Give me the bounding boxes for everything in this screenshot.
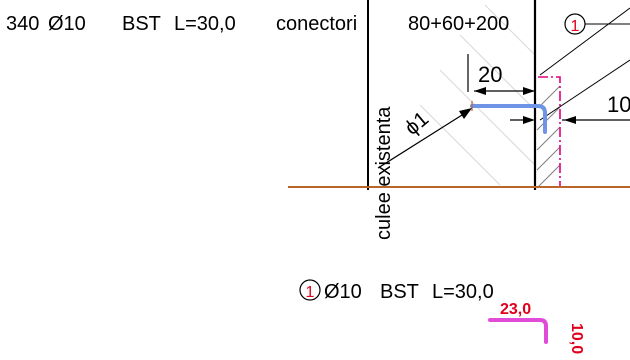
title-count: 340	[6, 13, 39, 35]
title-steel: BST	[122, 13, 161, 35]
callout-1-number: 1	[571, 18, 580, 35]
phi-leader	[377, 108, 472, 169]
leader-line-top	[539, 7, 630, 76]
abutment-label: culee existenta	[373, 106, 395, 240]
bar-mark-steel: BST	[380, 281, 419, 303]
title-word: conectori	[276, 13, 357, 35]
dimension-20	[467, 54, 535, 95]
bar-mark-dia: Ø10	[324, 281, 362, 303]
bar-mark-number: 1	[306, 284, 315, 301]
leader-line-mid	[539, 59, 630, 121]
dimension-10-label: 10	[607, 92, 630, 117]
bar-shape-vertical-label: 10,0	[568, 323, 585, 354]
bar-shape	[488, 318, 548, 344]
title-dia: Ø10	[48, 13, 86, 35]
dimension-10	[510, 116, 630, 124]
background-diagonals	[419, 4, 536, 186]
bar-mark-length: L=30,0	[432, 281, 494, 303]
phi-label: ϕ1	[400, 107, 433, 140]
new-concrete-boundary	[538, 76, 561, 188]
callout-1: 1	[564, 13, 630, 35]
dimension-20-label: 20	[478, 62, 502, 87]
title-spacing: 80+60+200	[408, 13, 509, 35]
hatch-area	[536, 85, 561, 189]
bar-mark-callout: 1	[299, 279, 321, 301]
connector-bar	[470, 104, 547, 134]
bar-shape-horizontal-label: 23,0	[500, 301, 531, 318]
title-length: L=30,0	[174, 13, 236, 35]
